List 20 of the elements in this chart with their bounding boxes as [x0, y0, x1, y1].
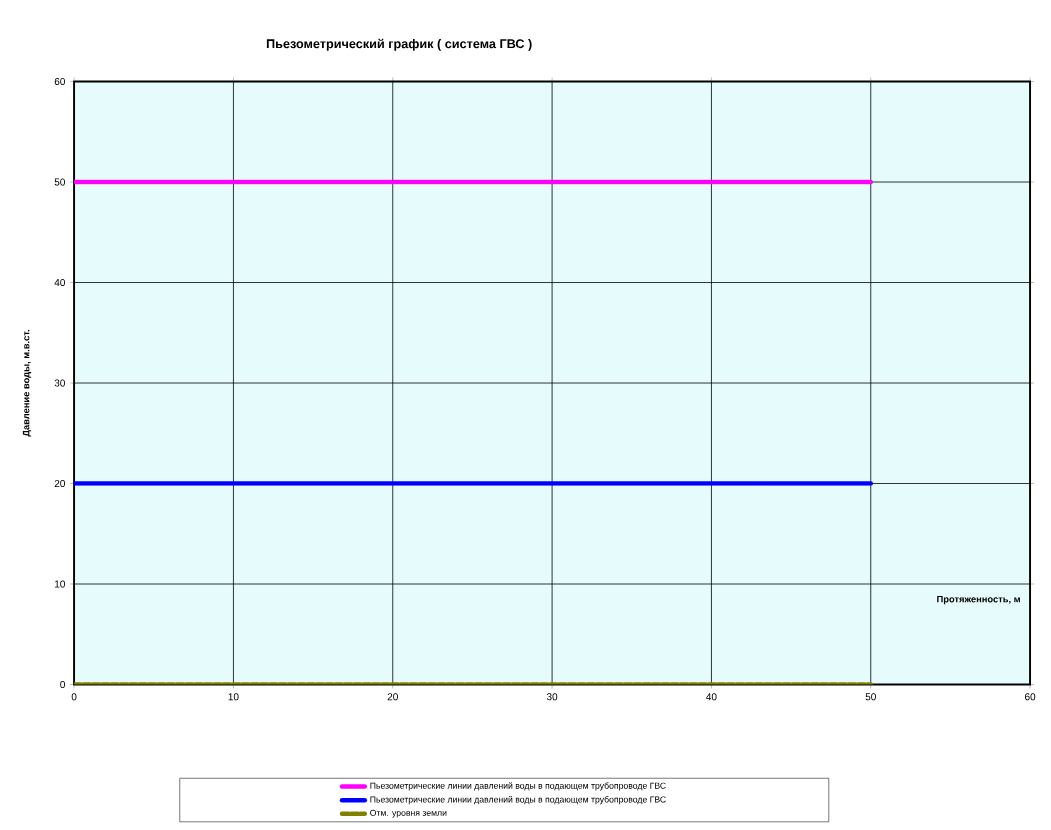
y-tick-label: 0 — [60, 680, 65, 689]
legend-label: Пьезометрические линии давлений воды в подающем трубопроводе ГВС — [370, 782, 666, 791]
legend-label: Пьезометрические линии давлений воды в подающем трубопроводе ГВС — [370, 796, 666, 805]
x-tick-label: 50 — [865, 693, 876, 701]
y-tick-label: 20 — [54, 479, 65, 488]
y-tick-label: 40 — [54, 278, 65, 287]
x-tick-label: 40 — [706, 693, 717, 701]
x-tick-label: 20 — [387, 693, 398, 701]
y-axis-title: Давление воды, м.в.ст. — [22, 330, 32, 437]
x-tick-label: 10 — [228, 693, 239, 701]
x-tick-label: 60 — [1025, 693, 1036, 701]
y-tick-label: 50 — [54, 178, 65, 186]
x-tick-label: 30 — [546, 693, 558, 701]
x-axis-title: Протяженность, м — [937, 595, 1020, 605]
legend-label: Отм. уровня земли — [370, 809, 447, 818]
y-tick-label: 60 — [54, 77, 65, 86]
x-tick-label: 0 — [71, 693, 77, 701]
y-tick-label: 10 — [55, 580, 65, 588]
y-tick-label: 30 — [54, 379, 65, 387]
chart-title: Пьезометрический график ( система ГВС ) — [266, 38, 532, 51]
